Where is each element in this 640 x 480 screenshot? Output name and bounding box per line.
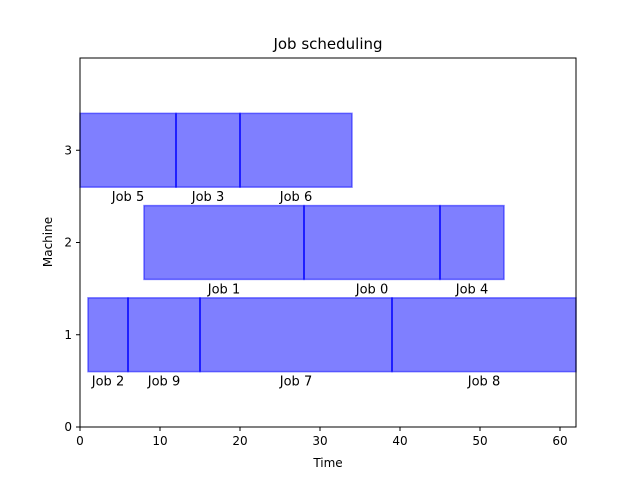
chart-title: Job scheduling	[272, 35, 382, 53]
x-tick-label: 30	[312, 434, 327, 448]
y-tick-label: 0	[64, 420, 72, 434]
job-label: Job 0	[355, 282, 388, 297]
job-bar	[303, 204, 441, 281]
job-label: Job 4	[455, 282, 488, 297]
y-axis: 0 1 2 3	[64, 143, 80, 434]
job-bar	[79, 112, 177, 188]
labels-layer: Job 2 Job 9 Job 7 Job 8 Job 1 Job 0 Job 4 Job 5…	[91, 190, 500, 390]
job-bar	[175, 112, 241, 188]
job-label: Job 9	[147, 375, 180, 390]
job-label: Job 2	[91, 375, 124, 390]
y-tick-label: 3	[64, 143, 72, 157]
job-bar	[439, 204, 505, 281]
job-label: Job 7	[279, 375, 312, 390]
x-axis: 0 10 20 30 40 50 60	[76, 427, 568, 448]
job-bar	[199, 297, 393, 373]
x-tick-label: 50	[472, 434, 487, 448]
y-axis-label: Machine	[41, 217, 55, 267]
job-label: Job 6	[279, 190, 312, 205]
y-tick-label: 2	[64, 236, 72, 250]
x-tick-label: 60	[552, 434, 567, 448]
x-tick-label: 20	[232, 434, 247, 448]
job-label: Job 3	[191, 190, 224, 205]
job-bar	[127, 297, 201, 373]
bars-layer	[79, 112, 577, 373]
job-label: Job 1	[207, 282, 240, 297]
x-tick-label: 40	[392, 434, 407, 448]
x-tick-label: 10	[152, 434, 167, 448]
job-label: Job 5	[111, 190, 144, 205]
job-bar	[391, 297, 577, 373]
job-bar	[239, 112, 353, 188]
y-tick-label: 1	[64, 328, 72, 342]
x-axis-label: Time	[312, 456, 342, 470]
job-label: Job 8	[467, 375, 500, 390]
job-bar	[143, 204, 305, 281]
x-tick-label: 0	[76, 434, 84, 448]
job-bar	[87, 297, 129, 373]
